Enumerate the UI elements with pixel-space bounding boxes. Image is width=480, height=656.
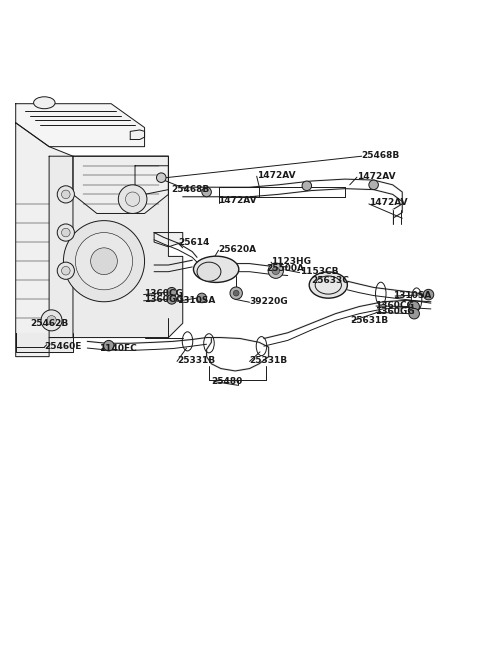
Circle shape bbox=[61, 228, 70, 237]
Text: 1360GG: 1360GG bbox=[375, 307, 415, 316]
Text: 25614: 25614 bbox=[178, 237, 209, 247]
Ellipse shape bbox=[34, 97, 55, 109]
Circle shape bbox=[104, 340, 114, 351]
Text: 25480: 25480 bbox=[211, 377, 242, 386]
Circle shape bbox=[41, 310, 62, 331]
Circle shape bbox=[197, 293, 206, 302]
Ellipse shape bbox=[193, 256, 239, 283]
Circle shape bbox=[167, 295, 177, 304]
Circle shape bbox=[57, 224, 74, 241]
Circle shape bbox=[409, 301, 420, 312]
Polygon shape bbox=[130, 130, 144, 140]
Circle shape bbox=[57, 262, 74, 279]
Text: 25331B: 25331B bbox=[177, 356, 215, 365]
Circle shape bbox=[423, 289, 434, 300]
Circle shape bbox=[75, 233, 132, 290]
Text: 1472AV: 1472AV bbox=[357, 172, 396, 181]
Text: 25468B: 25468B bbox=[362, 151, 400, 160]
Text: 1153CB: 1153CB bbox=[300, 267, 338, 276]
Polygon shape bbox=[49, 156, 183, 338]
Circle shape bbox=[118, 185, 147, 213]
Text: 1310SA: 1310SA bbox=[393, 291, 431, 300]
Text: 1472AV: 1472AV bbox=[257, 171, 295, 180]
Text: 1140FC: 1140FC bbox=[99, 344, 137, 354]
Text: 1472AV: 1472AV bbox=[369, 199, 408, 207]
Text: 1360GG: 1360GG bbox=[144, 295, 183, 304]
Circle shape bbox=[91, 248, 117, 275]
Text: 25500A: 25500A bbox=[266, 264, 304, 273]
Ellipse shape bbox=[315, 276, 341, 294]
Circle shape bbox=[369, 180, 378, 190]
Ellipse shape bbox=[197, 262, 221, 281]
Circle shape bbox=[302, 181, 312, 190]
Text: 25631B: 25631B bbox=[350, 316, 388, 325]
Text: 25331B: 25331B bbox=[250, 356, 288, 365]
Circle shape bbox=[409, 308, 420, 319]
Ellipse shape bbox=[309, 272, 348, 298]
Text: 1310SA: 1310SA bbox=[177, 296, 216, 305]
Circle shape bbox=[125, 192, 140, 206]
Polygon shape bbox=[154, 233, 183, 247]
Circle shape bbox=[61, 266, 70, 275]
Circle shape bbox=[63, 220, 144, 302]
Circle shape bbox=[233, 291, 239, 296]
Circle shape bbox=[230, 287, 242, 299]
Polygon shape bbox=[135, 166, 168, 194]
Polygon shape bbox=[16, 333, 73, 352]
Text: 1123HG: 1123HG bbox=[271, 256, 311, 266]
Text: 25468B: 25468B bbox=[171, 185, 209, 194]
Circle shape bbox=[57, 186, 74, 203]
Circle shape bbox=[268, 263, 283, 278]
Circle shape bbox=[156, 173, 166, 182]
Circle shape bbox=[202, 187, 211, 197]
Polygon shape bbox=[16, 104, 144, 147]
Circle shape bbox=[61, 190, 70, 199]
Polygon shape bbox=[16, 123, 73, 357]
Circle shape bbox=[47, 316, 56, 325]
Text: 1360CG: 1360CG bbox=[375, 300, 414, 310]
Circle shape bbox=[167, 287, 177, 297]
Text: 1472AV: 1472AV bbox=[218, 195, 257, 205]
Circle shape bbox=[272, 267, 280, 275]
Polygon shape bbox=[73, 156, 168, 213]
Text: 1360CG: 1360CG bbox=[144, 289, 182, 298]
Text: 25633C: 25633C bbox=[312, 276, 349, 285]
Text: 25620A: 25620A bbox=[218, 245, 257, 254]
Text: 25460E: 25460E bbox=[44, 342, 82, 351]
Text: 39220G: 39220G bbox=[250, 297, 288, 306]
Text: 25462B: 25462B bbox=[30, 319, 68, 328]
